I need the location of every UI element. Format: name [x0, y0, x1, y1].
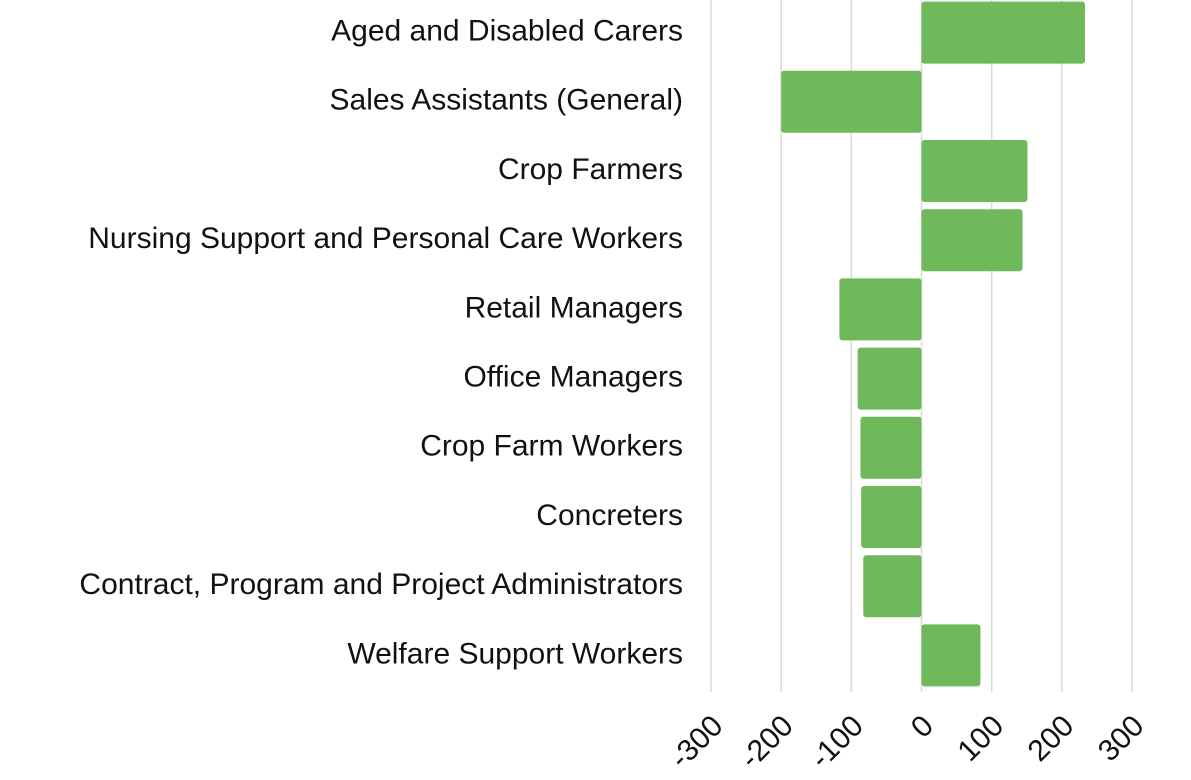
x-tick-label: 300	[1092, 709, 1151, 768]
bar	[857, 347, 922, 410]
x-tick-label: -100	[804, 709, 870, 775]
y-tick-label: Aged and Disabled Carers	[331, 15, 683, 48]
y-tick-label: Office Managers	[463, 361, 683, 394]
bar	[861, 486, 922, 548]
x-tick-label: 100	[951, 709, 1010, 768]
x-tick-label: -300	[664, 709, 730, 775]
y-tick-label: Concreters	[536, 499, 683, 532]
bar	[921, 1, 1085, 64]
y-tick-label: Nursing Support and Personal Care Worker…	[88, 222, 683, 255]
bar	[863, 555, 922, 618]
y-tick-label: Welfare Support Workers	[347, 637, 683, 670]
bar	[921, 209, 1023, 272]
x-tick-label: -200	[734, 709, 800, 775]
bar	[860, 416, 922, 479]
x-tick-label: 0	[905, 709, 940, 744]
y-tick-label: Crop Farmers	[498, 153, 683, 186]
y-tick-label: Sales Assistants (General)	[330, 84, 683, 117]
y-tick-label: Retail Managers	[465, 291, 683, 324]
bar	[921, 624, 981, 687]
bar	[839, 278, 922, 341]
bar	[781, 70, 922, 133]
x-tick-label: 200	[1022, 709, 1081, 768]
y-tick-label: Contract, Program and Project Administra…	[79, 568, 683, 601]
y-tick-label: Crop Farm Workers	[420, 430, 683, 463]
bar	[921, 140, 1028, 202]
